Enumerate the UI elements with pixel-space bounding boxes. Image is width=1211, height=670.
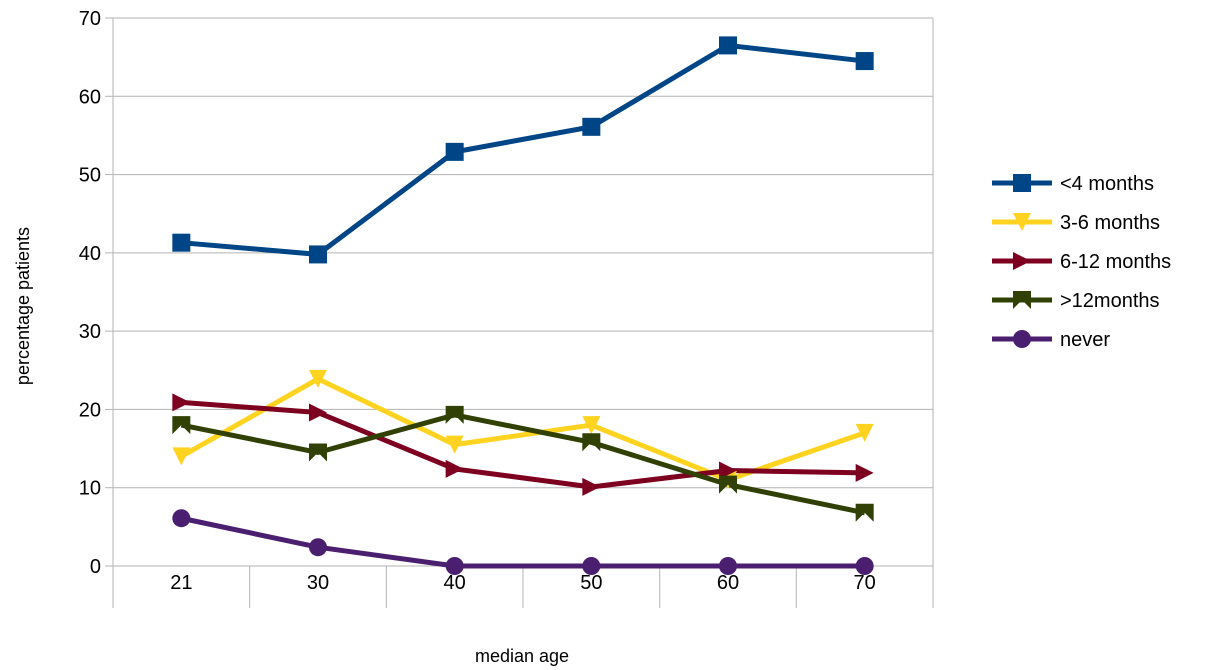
- data-point-series-0: [309, 245, 327, 264]
- x-tick-label: 21: [170, 572, 192, 594]
- grid: [113, 17, 933, 567]
- legend-label: 6-12 months: [1060, 251, 1171, 273]
- y-tick-label: 70: [79, 8, 101, 30]
- data-point-series-0: [719, 36, 737, 55]
- series-line-2: [181, 399, 865, 490]
- data-point-series-2: [445, 459, 464, 478]
- data-point-series-0: [855, 52, 874, 71]
- legend-item: 3-6 months: [992, 212, 1160, 234]
- legend-item: <4 months: [992, 173, 1154, 195]
- data-point-series-0: [172, 233, 191, 252]
- data-point-series-1: [855, 423, 874, 442]
- data-point-series-0: [582, 117, 601, 136]
- x-tick-label: 50: [580, 572, 602, 594]
- y-axis-title: percentage patients: [13, 227, 33, 385]
- legend-swatch-marker: [1013, 291, 1031, 309]
- legend-swatch-marker: [1013, 252, 1031, 270]
- data-point-series-0: [445, 142, 464, 161]
- x-tick-label: 40: [444, 572, 466, 594]
- data-point-series-1: [582, 416, 601, 435]
- data-point-series-3: [719, 475, 737, 494]
- data-point-series-1: [309, 369, 327, 388]
- data-point-series-4: [309, 538, 327, 557]
- data-point-series-4: [719, 557, 737, 575]
- data-point-series-3: [582, 433, 601, 452]
- data-point-series-3: [172, 416, 191, 435]
- axes: [105, 17, 934, 608]
- data-point-series-2: [582, 477, 601, 496]
- data-point-series-4: [172, 509, 191, 528]
- x-axis-title: median age: [475, 646, 569, 666]
- legend-label: <4 months: [1060, 173, 1154, 195]
- data-point-series-4: [445, 557, 464, 575]
- data-point-series-1: [172, 447, 191, 466]
- legend-swatch-marker: [1013, 213, 1031, 231]
- data-point-series-3: [855, 503, 874, 522]
- legend-swatch-marker: [1013, 174, 1031, 192]
- legend-label: 3-6 months: [1060, 212, 1160, 234]
- x-tick-label: 70: [854, 572, 876, 594]
- data-point-series-2: [855, 463, 874, 482]
- data-point-series-1: [445, 435, 464, 454]
- legend-swatch-marker: [1013, 330, 1031, 348]
- y-tick-label: 60: [79, 86, 101, 108]
- data-point-series-4: [582, 557, 601, 575]
- data-point-series-2: [309, 403, 327, 422]
- legend-label: >12months: [1060, 290, 1160, 312]
- data-point-series-3: [445, 405, 464, 424]
- x-tick-label: 60: [717, 572, 739, 594]
- series-markers: [172, 36, 874, 575]
- y-tick-label: 40: [79, 243, 101, 265]
- x-tick-label: 30: [307, 572, 329, 594]
- data-point-series-2: [172, 393, 191, 412]
- y-tick-label: 20: [79, 399, 101, 421]
- y-tick-label: 10: [79, 478, 101, 500]
- y-tick-label: 30: [79, 321, 101, 343]
- legend-item: never: [992, 329, 1110, 351]
- legend-item: 6-12 months: [992, 251, 1171, 273]
- y-tick-label: 50: [79, 165, 101, 187]
- series-line-3: [180, 412, 866, 516]
- series-line-4: [180, 515, 865, 569]
- tick-labels: 0 10 20 30 40 50 60 70 21 30 40 50 60 70: [79, 8, 876, 594]
- legend-item: >12months: [992, 290, 1160, 312]
- legend-label: never: [1060, 329, 1110, 351]
- data-point-series-4: [855, 557, 874, 575]
- data-point-series-3: [309, 443, 327, 462]
- y-tick-label: 0: [90, 556, 101, 578]
- data-point-series-2: [719, 461, 737, 480]
- legend: <4 months 3-6 months 6-12 months >12months n…: [992, 173, 1171, 351]
- series-lines: [180, 42, 866, 569]
- series-line-0: [181, 42, 865, 257]
